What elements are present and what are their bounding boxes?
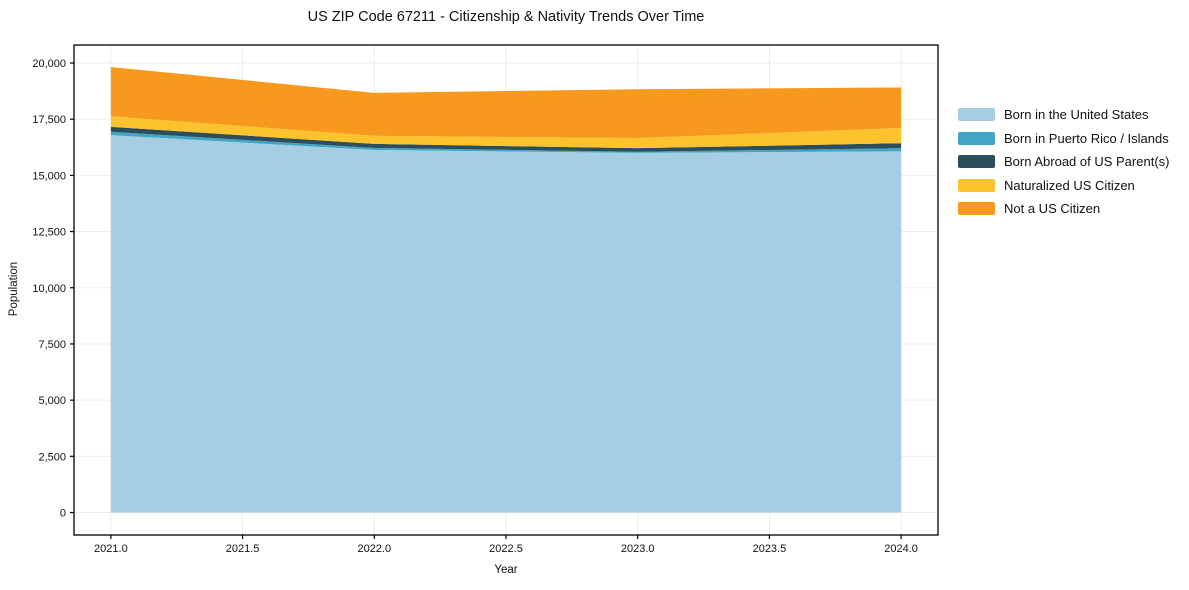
legend-label: Born Abroad of US Parent(s) — [1004, 154, 1170, 169]
x-tick-label: 2023.5 — [753, 543, 787, 555]
x-tick-label: 2022.0 — [357, 543, 391, 555]
y-tick-label: 5,000 — [38, 395, 66, 407]
area-series-2 — [110, 126, 902, 152]
area-series-3 — [110, 116, 902, 149]
x-axis-label: Year — [494, 564, 518, 576]
x-tick-label: 2021.0 — [94, 543, 128, 555]
x-tick-label: 2022.5 — [489, 543, 523, 555]
y-tick-label: 7,500 — [38, 339, 66, 351]
legend-swatch-not-citizen — [958, 202, 995, 215]
chart-title: US ZIP Code 67211 - Citizenship & Nativi… — [307, 9, 705, 25]
y-tick-label: 0 — [60, 508, 66, 520]
legend-swatch-puerto-rico — [958, 131, 995, 145]
legend-item: Not a US Citizen — [958, 200, 1169, 217]
y-tick-label: 17,500 — [32, 114, 66, 126]
area-series-1 — [110, 131, 902, 153]
legend-item: Born in the United States — [958, 106, 1169, 123]
x-tick-label: 2023.0 — [621, 543, 655, 555]
y-tick-label: 10,000 — [32, 283, 66, 295]
legend-label: Naturalized US Citizen — [1004, 177, 1135, 193]
y-tick-label: 2,500 — [38, 451, 66, 463]
x-tick-label: 2024.0 — [884, 543, 918, 555]
y-tick-label: 15,000 — [32, 170, 66, 182]
area-series-4 — [110, 67, 902, 139]
legend-swatch-born-abroad — [958, 155, 995, 168]
y-tick-label: 12,500 — [32, 227, 66, 239]
legend-item: Naturalized US Citizen — [958, 177, 1169, 194]
legend: Born in the United States Born in Puerto… — [958, 106, 1169, 224]
x-tick-label: 2021.5 — [226, 543, 260, 555]
legend-label: Born in Puerto Rico / Islands — [1004, 130, 1169, 146]
legend-swatch-born-us — [958, 108, 995, 121]
y-axis-label: Population — [8, 261, 20, 317]
y-tick-label: 20,000 — [32, 58, 66, 70]
legend-label: Not a US Citizen — [1004, 201, 1101, 216]
area-series-0 — [110, 135, 902, 513]
legend-label: Born in the United States — [1004, 107, 1149, 122]
legend-item: Born in Puerto Rico / Islands — [958, 130, 1169, 147]
legend-item: Born Abroad of US Parent(s) — [958, 153, 1169, 170]
legend-swatch-naturalized — [958, 178, 995, 192]
